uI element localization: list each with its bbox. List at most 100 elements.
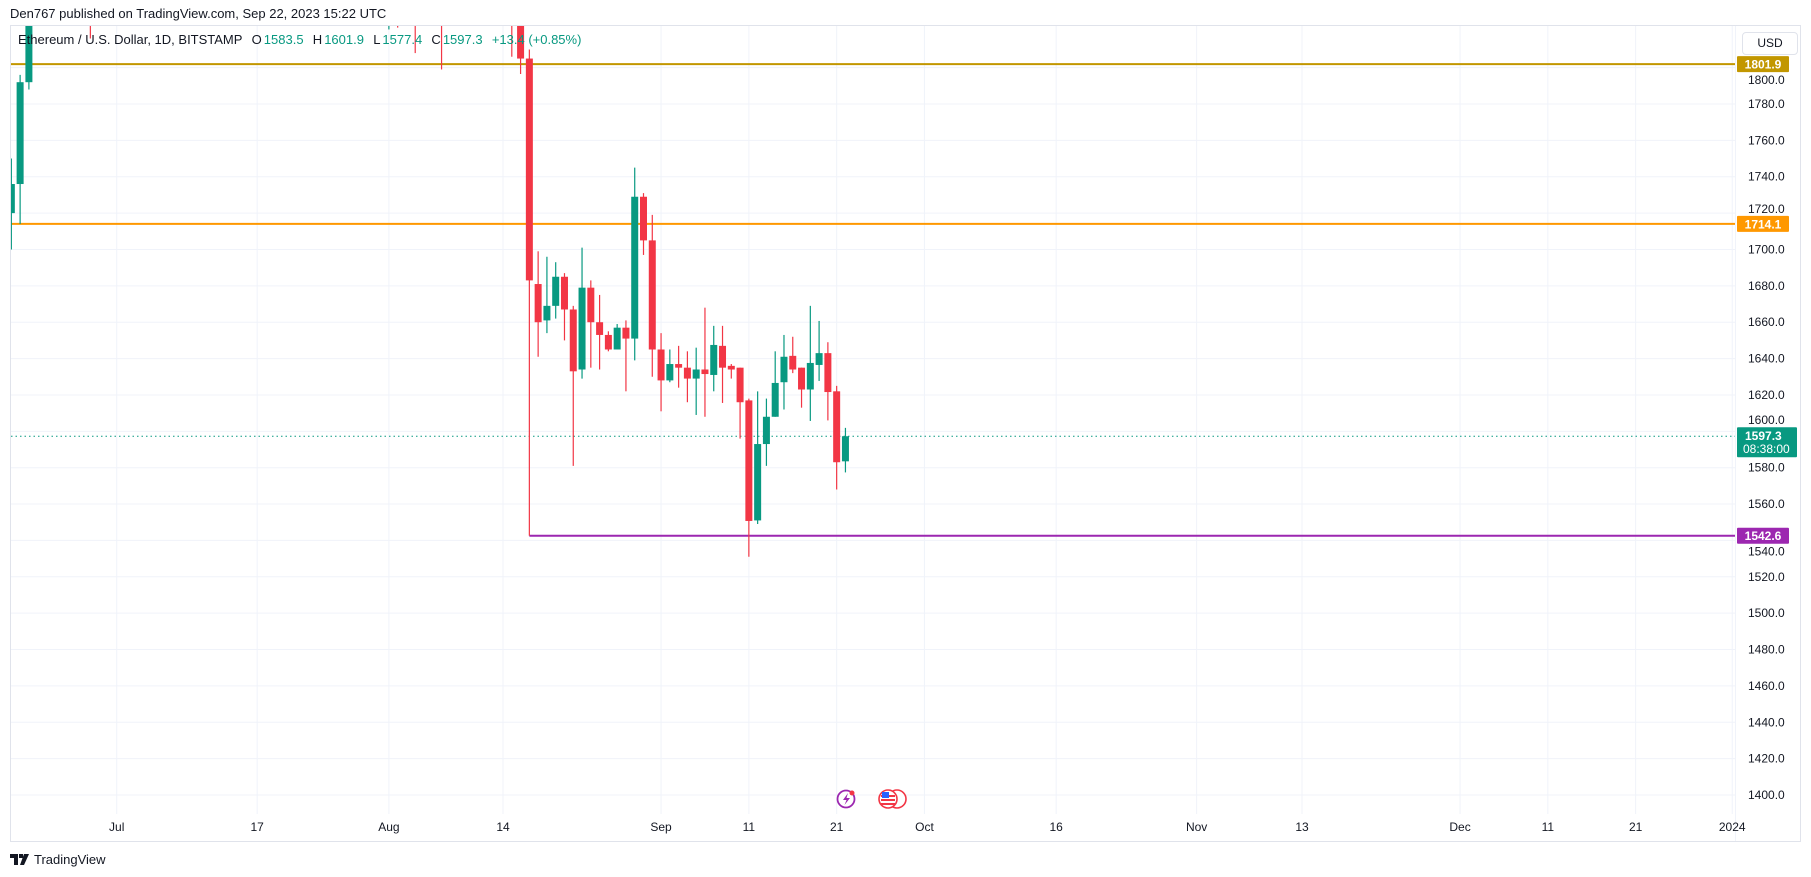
candle-2023-09-11[interactable] <box>745 398 753 557</box>
candle-2023-06-20[interactable] <box>16 74 24 225</box>
low-value: 1577.4 <box>382 32 423 47</box>
candle-2023-08-17[interactable] <box>525 49 533 536</box>
candle-2023-09-02[interactable] <box>666 349 674 383</box>
y-tick-label: 1780.0 <box>1748 97 1785 111</box>
candle-2023-08-26[interactable] <box>604 331 612 352</box>
candle-body <box>692 369 700 379</box>
candle-2023-08-02[interactable] <box>394 0 401 28</box>
candle-2023-09-01[interactable] <box>657 333 665 412</box>
y-tick-label: 1640.0 <box>1748 352 1785 366</box>
candle-2023-09-17[interactable] <box>798 367 806 408</box>
y-tick-label: 1680.0 <box>1748 279 1785 293</box>
candle-2023-09-09[interactable] <box>727 364 735 379</box>
candle-body <box>806 362 814 390</box>
candle-2023-09-21[interactable] <box>833 385 841 490</box>
candle-2023-08-21[interactable] <box>560 273 568 341</box>
candle-2023-09-15[interactable] <box>780 334 788 410</box>
candle-2023-08-24[interactable] <box>587 280 595 368</box>
candle-2023-09-18[interactable] <box>806 305 814 421</box>
candle-body <box>560 276 568 310</box>
candle-2023-09-04[interactable] <box>683 351 691 403</box>
x-tick-label: 13 <box>1295 820 1309 834</box>
candle-2023-06-21[interactable] <box>25 0 33 90</box>
candle-2023-09-13[interactable] <box>762 398 770 466</box>
candle-2023-08-27[interactable] <box>613 324 621 350</box>
events-icons <box>836 789 907 809</box>
x-tick-label: 14 <box>496 820 510 834</box>
candle-2023-09-03[interactable] <box>675 345 683 388</box>
candle-2023-09-19[interactable] <box>815 320 823 381</box>
x-tick-label: Sep <box>650 820 672 834</box>
candle-2023-08-20[interactable] <box>552 262 560 319</box>
candle-2023-08-28[interactable] <box>622 320 630 392</box>
candle-body <box>771 382 779 417</box>
lightning-event-icon[interactable] <box>836 789 856 809</box>
candle-2023-08-22[interactable] <box>569 305 577 466</box>
candle-body <box>736 367 744 403</box>
candle-2023-09-22[interactable] <box>841 427 849 473</box>
y-tick-label: 1620.0 <box>1748 388 1785 402</box>
candle-body <box>833 391 841 463</box>
y-tick-label: 1560.0 <box>1748 497 1785 511</box>
y-tick-label: 1540.0 <box>1748 545 1785 559</box>
candle-body <box>675 364 683 368</box>
resistance-1801-tag-label: 1801.9 <box>1745 58 1782 72</box>
candle-body <box>701 369 709 375</box>
resistance-1801-tag <box>1737 56 1789 73</box>
candle-2023-09-10[interactable] <box>736 367 744 439</box>
candle-2023-08-04[interactable] <box>412 0 419 54</box>
y-tick-label: 1500.0 <box>1748 606 1785 620</box>
candle-2023-09-08[interactable] <box>719 325 727 403</box>
candle-body <box>87 0 94 13</box>
x-tick-label: 21 <box>830 820 844 834</box>
currency-button[interactable]: USD <box>1742 32 1798 55</box>
high-value: 1601.9 <box>324 32 364 47</box>
candle-2023-08-31[interactable] <box>648 214 656 377</box>
candle-body <box>780 356 788 383</box>
x-tick-label: Nov <box>1186 820 1207 834</box>
candle-2023-08-07[interactable] <box>438 0 445 70</box>
candle-body <box>596 322 604 335</box>
close-value: 1597.3 <box>442 32 483 47</box>
candle-2023-08-29[interactable] <box>631 167 639 361</box>
y-tick-label: 1600.0 <box>1748 413 1785 427</box>
symbol-title[interactable]: Ethereum / U.S. Dollar, 1D, BITSTAMP <box>18 32 243 47</box>
open-label: O <box>251 32 262 47</box>
x-tick-label: Aug <box>378 820 399 834</box>
close-label: C <box>431 32 441 47</box>
y-tick-label: 1400.0 <box>1748 788 1785 802</box>
candle-body <box>727 365 735 370</box>
y-tick-label: 1720.0 <box>1748 202 1785 216</box>
candle-2023-08-16[interactable] <box>517 4 525 75</box>
candle-2023-09-06[interactable] <box>701 307 709 417</box>
y-tick-label: 1700.0 <box>1748 242 1785 256</box>
candle-2023-08-30[interactable] <box>640 193 647 255</box>
x-tick-label: 11 <box>743 820 756 834</box>
candle-2023-09-05[interactable] <box>692 347 700 415</box>
candle-2023-09-07[interactable] <box>710 325 718 392</box>
candle-2023-08-19[interactable] <box>543 256 551 334</box>
candle-2023-09-14[interactable] <box>771 351 779 417</box>
candle-2023-08-18[interactable] <box>534 251 542 357</box>
x-tick-label: Dec <box>1449 820 1470 834</box>
candle-2023-06-19[interactable] <box>8 158 15 250</box>
candle-2023-09-16[interactable] <box>789 336 797 374</box>
candle-body <box>604 334 612 350</box>
candle-2023-09-12[interactable] <box>754 391 762 525</box>
candle-2023-08-25[interactable] <box>596 294 604 370</box>
candle-2023-08-15[interactable] <box>508 0 515 57</box>
x-tick-label: Oct <box>915 820 934 834</box>
candle-body <box>508 0 515 13</box>
tradingview-logo[interactable]: TradingView <box>10 852 106 867</box>
candle-body <box>394 0 401 4</box>
candle-body <box>798 367 806 390</box>
candle-2023-08-23[interactable] <box>578 247 586 379</box>
high-label: H <box>312 32 323 47</box>
x-tick-label: 11 <box>1542 820 1555 834</box>
candle-2023-09-20[interactable] <box>824 342 832 421</box>
last-price-tag <box>1737 427 1797 458</box>
y-tick-label: 1440.0 <box>1748 715 1785 729</box>
us-flag-event-icon[interactable] <box>878 789 907 809</box>
y-tick-label: 1420.0 <box>1748 752 1785 766</box>
